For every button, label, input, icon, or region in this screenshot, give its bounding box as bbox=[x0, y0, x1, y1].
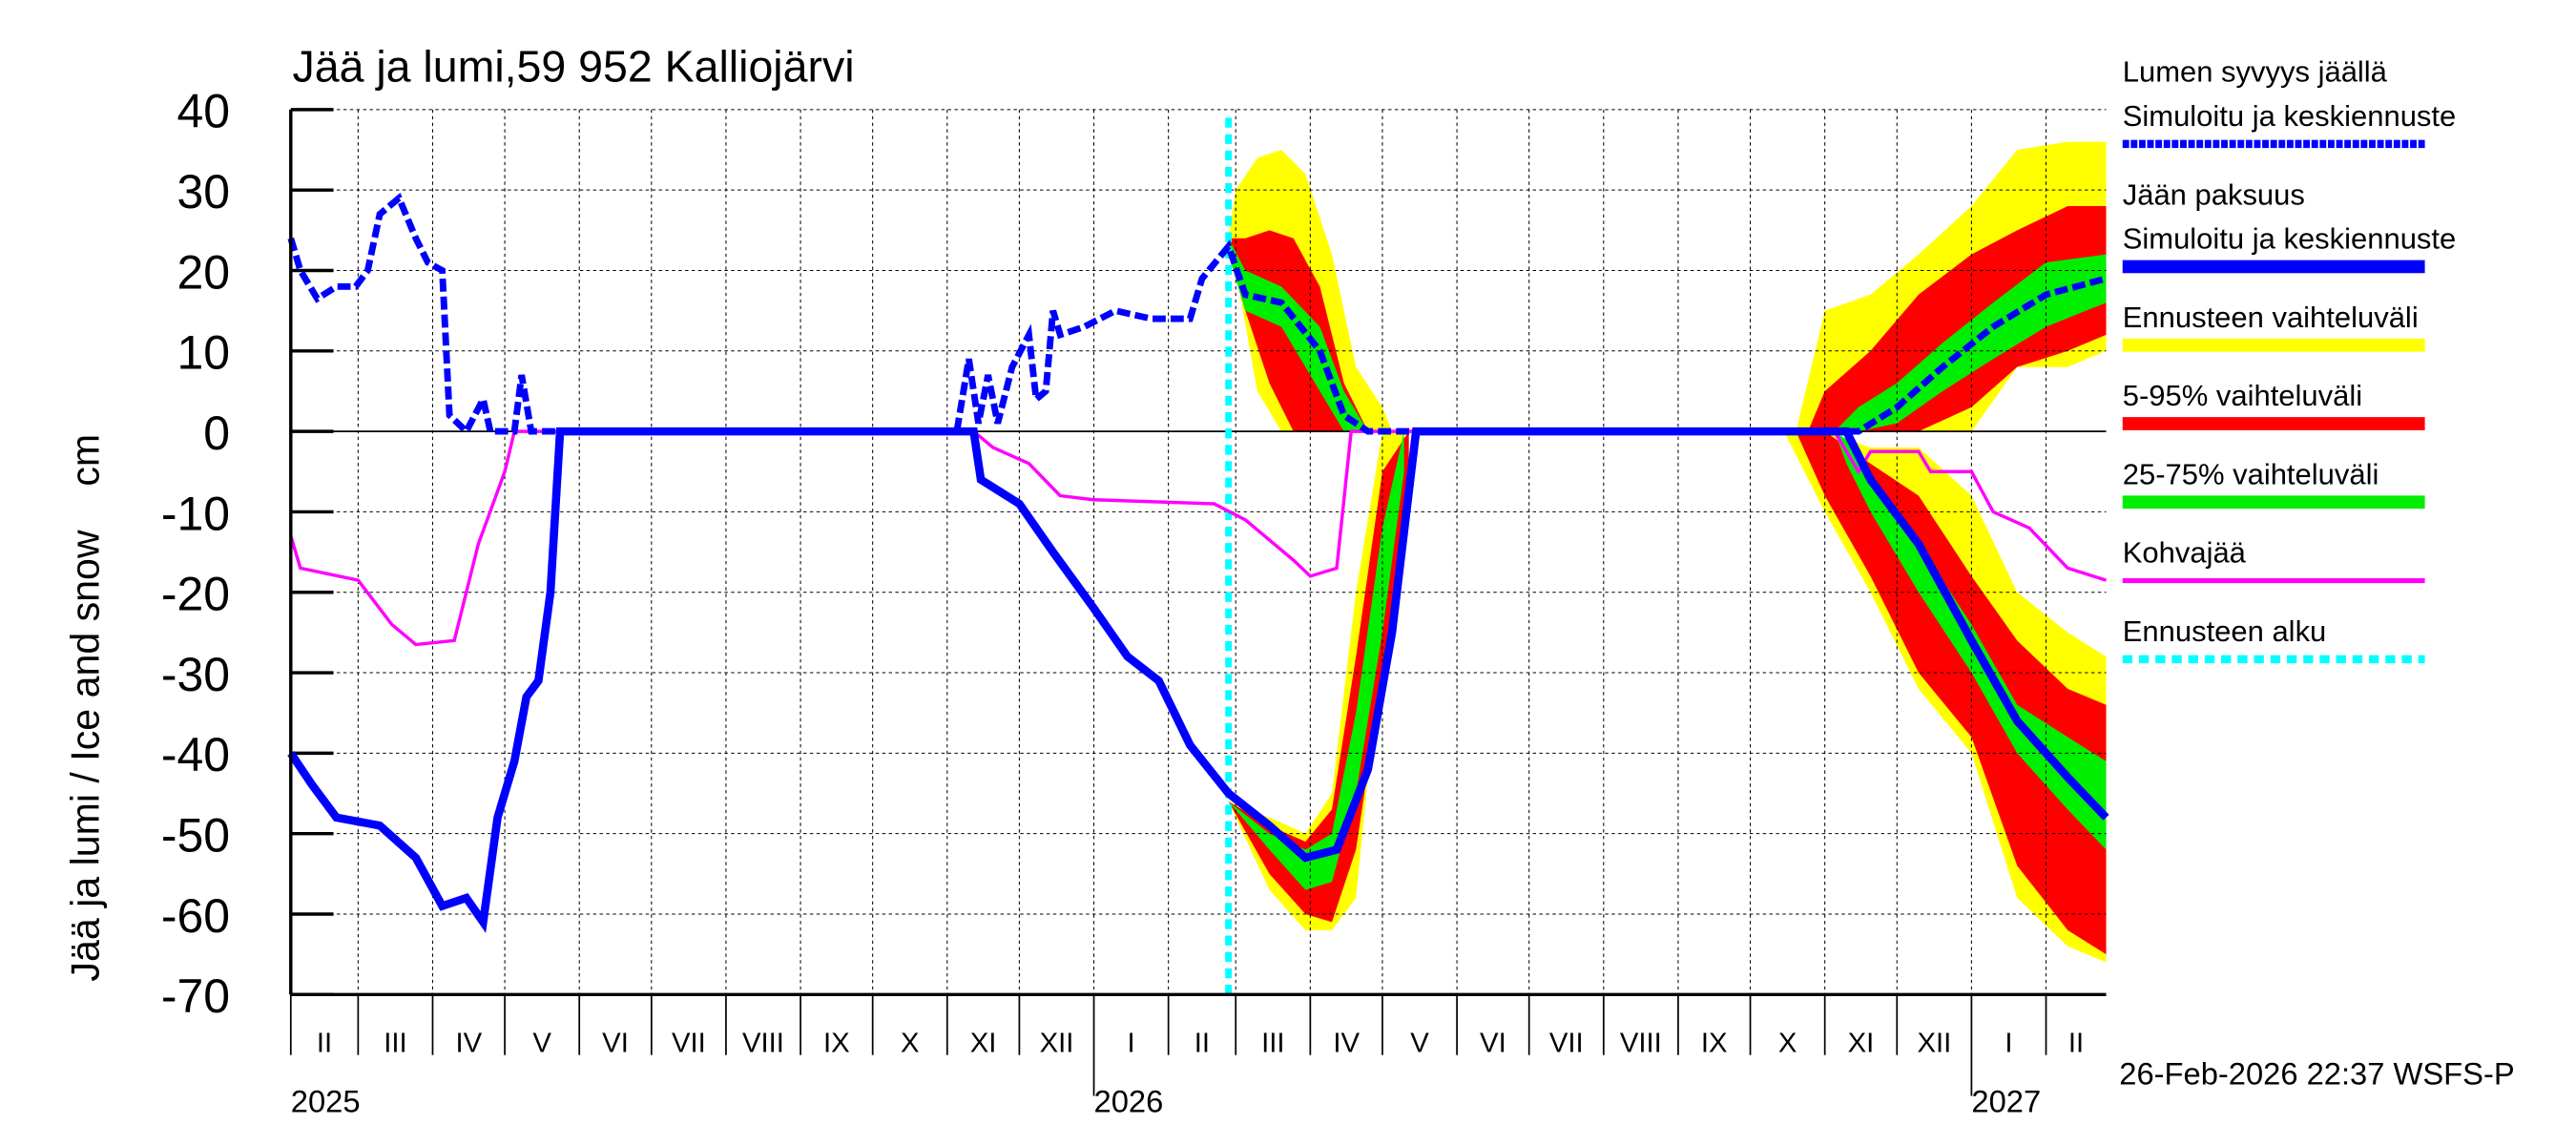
month-label: V bbox=[532, 1028, 551, 1058]
legend-label: Ennusteen alku bbox=[2123, 614, 2327, 648]
legend-label: Ennusteen vaihteluväli bbox=[2123, 301, 2419, 334]
y-tick-label: -20 bbox=[161, 568, 230, 621]
kohva-line bbox=[289, 429, 2108, 647]
month-label: IX bbox=[1701, 1028, 1728, 1058]
band-p25_75 bbox=[1228, 238, 1368, 432]
legend-label: Kohvajää bbox=[2123, 536, 2247, 570]
month-label: XII bbox=[1917, 1028, 1951, 1058]
month-label: VII bbox=[672, 1028, 706, 1058]
y-tick-label: 40 bbox=[177, 85, 231, 138]
month-label: VII bbox=[1549, 1028, 1584, 1058]
month-label: VI bbox=[602, 1028, 629, 1058]
year-label: 2027 bbox=[1971, 1084, 2041, 1119]
month-label: III bbox=[384, 1028, 406, 1058]
month-label: XI bbox=[970, 1028, 997, 1058]
y-tick-label: -70 bbox=[161, 969, 230, 1023]
month-label: I bbox=[1128, 1028, 1135, 1058]
band-p25_75 bbox=[1228, 431, 1404, 890]
y-tick-label: -10 bbox=[161, 487, 230, 540]
series-lines bbox=[287, 117, 2109, 995]
legend-label: Lumen syvyys jäällä bbox=[2123, 55, 2388, 89]
month-label: V bbox=[1410, 1028, 1429, 1058]
month-label: VI bbox=[1480, 1028, 1506, 1058]
year-label: 2026 bbox=[1094, 1084, 1164, 1119]
month-label: II bbox=[317, 1028, 332, 1058]
band-p5_95 bbox=[1796, 431, 2107, 955]
y-tick-label: -50 bbox=[161, 809, 230, 863]
month-label: IV bbox=[455, 1028, 482, 1058]
chart-title: Jää ja lumi,59 952 Kalliojärvi bbox=[293, 42, 855, 92]
month-label: I bbox=[2005, 1028, 2012, 1058]
month-label: VIII bbox=[1620, 1028, 1662, 1058]
legend-label: 5-95% vaihteluväli bbox=[2123, 379, 2362, 412]
y-axis-label: Jää ja lumi / Ice and snow cm bbox=[63, 434, 107, 982]
band-p5_95 bbox=[1808, 206, 2107, 432]
y-tick-label: -30 bbox=[161, 648, 230, 701]
legend-label: 25-75% vaihteluväli bbox=[2123, 457, 2379, 490]
month-label: XI bbox=[1848, 1028, 1875, 1058]
y-tick-label: 0 bbox=[203, 406, 230, 460]
month-label: II bbox=[2068, 1028, 2084, 1058]
axes bbox=[289, 109, 2107, 996]
y-tick-label: 20 bbox=[177, 245, 231, 299]
month-label: X bbox=[901, 1028, 920, 1058]
y-tick-label: -60 bbox=[161, 889, 230, 943]
legend-label: Simuloitu ja keskiennuste bbox=[2123, 99, 2457, 133]
month-label: X bbox=[1778, 1028, 1797, 1058]
legend-label: Jään paksuus bbox=[2123, 177, 2305, 211]
month-label: XII bbox=[1040, 1028, 1074, 1058]
footer-timestamp: 26-Feb-2026 22:37 WSFS-P bbox=[2119, 1056, 2514, 1092]
y-tick-label: 30 bbox=[177, 165, 231, 219]
legend: Lumen syvyys jäällä Simuloitu ja keskienn… bbox=[2123, 55, 2457, 664]
month-label: IV bbox=[1333, 1028, 1360, 1058]
month-label: IX bbox=[823, 1028, 850, 1058]
year-label: 2025 bbox=[291, 1084, 361, 1119]
ice-thickness-line bbox=[287, 427, 2109, 933]
month-label: III bbox=[1261, 1028, 1284, 1058]
y-tick-label: 10 bbox=[177, 326, 231, 380]
legend-label: Simuloitu ja keskiennuste bbox=[2123, 222, 2457, 256]
month-label: II bbox=[1195, 1028, 1210, 1058]
forecast-bands bbox=[1228, 141, 2107, 963]
y-tick-label: -40 bbox=[161, 728, 230, 781]
month-label: VIII bbox=[742, 1028, 784, 1058]
